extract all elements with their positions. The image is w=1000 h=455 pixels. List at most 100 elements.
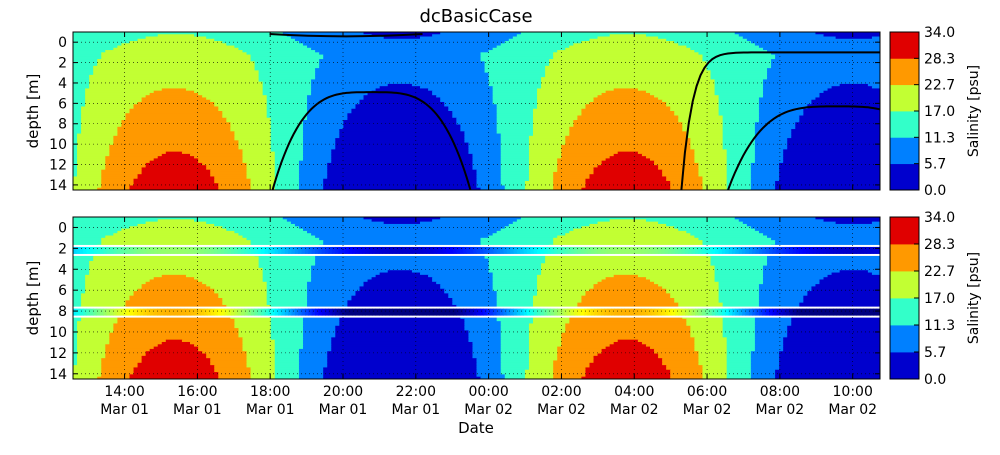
sensor-strip-cell	[426, 308, 430, 316]
sensor-strip-cell	[429, 308, 434, 316]
sensor-strip-cell	[802, 308, 807, 316]
sensor-strip-cell	[224, 308, 229, 316]
sensor-strip-cell	[106, 308, 111, 316]
sensor-strip-cell	[795, 308, 800, 316]
sensor-strip-cell	[89, 308, 94, 316]
x-tick-label-date: Mar 02	[683, 402, 732, 418]
x-tick-label-date: Mar 02	[610, 402, 659, 418]
sensor-strip-cell	[120, 246, 124, 254]
sensor-strip-cell	[688, 308, 693, 316]
sensor-strip-cell	[385, 308, 390, 316]
sensor-strip-cell	[489, 308, 494, 316]
sensor-strip-cell	[775, 246, 780, 254]
sensor-strip-cell	[553, 246, 558, 254]
sensor-strip-cell	[204, 308, 208, 316]
sensor-strip-cell	[126, 308, 131, 316]
sensor-strip-cell	[762, 308, 767, 316]
sensor-strip-cell	[214, 308, 219, 316]
sensor-strip-cell	[859, 308, 864, 316]
sensor-strip-cell	[785, 308, 790, 316]
sensor-strip-cell	[473, 308, 477, 316]
sensor-strip-cell	[402, 308, 407, 316]
sensor-strip-cell	[409, 246, 414, 254]
sensor-strip-cell	[227, 246, 232, 254]
x-tick-label-time: 18:00	[250, 384, 290, 400]
sensor-strip-cell	[291, 308, 296, 316]
sensor-strip-cell	[331, 246, 336, 254]
sensor-strip-cell	[301, 246, 306, 254]
sensor-strip-cell	[493, 308, 498, 316]
sensor-strip-cell	[873, 246, 878, 254]
sensor-strip-cell	[483, 308, 488, 316]
sensor-strip-cell	[748, 246, 753, 254]
top-colorbar-swatch	[890, 163, 919, 191]
sensor-strip-cell	[385, 246, 390, 254]
sensor-strip-cell	[708, 308, 713, 316]
sensor-strip-cell	[661, 246, 666, 254]
sensor-strip-cell	[422, 246, 427, 254]
sensor-strip-cell	[392, 246, 397, 254]
sensor-strip-cell	[251, 308, 256, 316]
sensor-strip-cell	[752, 308, 757, 316]
sensor-strip-cell	[819, 308, 824, 316]
sensor-strip-cell	[284, 308, 289, 316]
sensor-strip-cell	[711, 308, 716, 316]
sensor-strip-cell	[422, 308, 427, 316]
sensor-strip-cell	[866, 308, 871, 316]
sensor-strip-cell	[486, 246, 491, 254]
sensor-strip-cell	[167, 246, 172, 254]
sensor-strip-cell	[560, 246, 565, 254]
sensor-strip-cell	[621, 308, 625, 316]
sensor-strip-cell	[456, 246, 461, 254]
sensor-strip-cell	[123, 308, 128, 316]
sensor-strip-cell	[220, 308, 225, 316]
sensor-strip-cell	[557, 246, 562, 254]
sensor-strip-cell	[530, 246, 535, 254]
top-panel-ytick-label: 10	[49, 137, 67, 153]
bottom-panel-ytick-label: 6	[58, 283, 67, 299]
sensor-strip-cell	[647, 308, 652, 316]
bottom-colorbar-tick-label: 28.3	[924, 237, 955, 253]
sensor-strip-cell	[194, 308, 198, 316]
sensor-strip-cell	[789, 308, 794, 316]
top-panel-ytick-label: 12	[49, 158, 67, 174]
sensor-strip-cell	[278, 246, 282, 254]
sensor-strip-cell	[251, 246, 256, 254]
sensor-strip-cell	[819, 246, 824, 254]
x-tick-label-time: 00:00	[468, 384, 508, 400]
top-panel-frame	[72, 31, 881, 191]
sensor-strip-cell	[701, 246, 706, 254]
sensor-strip-cell	[543, 246, 548, 254]
sensor-strip-cell	[806, 246, 810, 254]
sensor-strip-cell	[846, 308, 851, 316]
sensor-strip-cell	[395, 246, 400, 254]
sensor-strip-cell	[150, 246, 155, 254]
sensor-strip-cell	[832, 246, 837, 254]
sensor-strip-cell	[735, 246, 740, 254]
sensor-strip-cell	[469, 308, 474, 316]
sensor-strip-cell	[782, 246, 787, 254]
salinity-contour	[726, 105, 880, 190]
x-tick-label-date: Mar 02	[464, 402, 513, 418]
bottom-colorbar-swatch	[890, 271, 919, 299]
top-panel-grid	[73, 32, 880, 190]
colorbar-bottom: 0.0 5.7 11.3 17.0 22.7 28.3 34.0 Salinity [psu]	[889, 210, 982, 388]
sensor-strip-cell	[436, 308, 441, 316]
sensor-strip-cell	[231, 246, 235, 254]
sensor-strip-cell	[210, 246, 215, 254]
sensor-strip-cell	[574, 246, 578, 254]
sensor-strip-cell	[405, 246, 410, 254]
sensor-strip-cell	[368, 246, 373, 254]
bottom-panel-field	[73, 217, 880, 379]
sensor-strip-cell	[614, 308, 619, 316]
sensor-strip-cell	[644, 308, 649, 316]
sensor-strip-cell	[190, 308, 195, 316]
sensor-strip-cell	[281, 308, 286, 316]
sensor-strip-cell	[308, 308, 313, 316]
sensor-strip-cell	[812, 308, 817, 316]
sensor-strip-cell	[806, 308, 810, 316]
sensor-strip-cell	[321, 246, 326, 254]
sensor-strip-cell	[745, 246, 750, 254]
sensor-strip-cell	[197, 308, 202, 316]
sensor-strip-cell	[520, 308, 525, 316]
